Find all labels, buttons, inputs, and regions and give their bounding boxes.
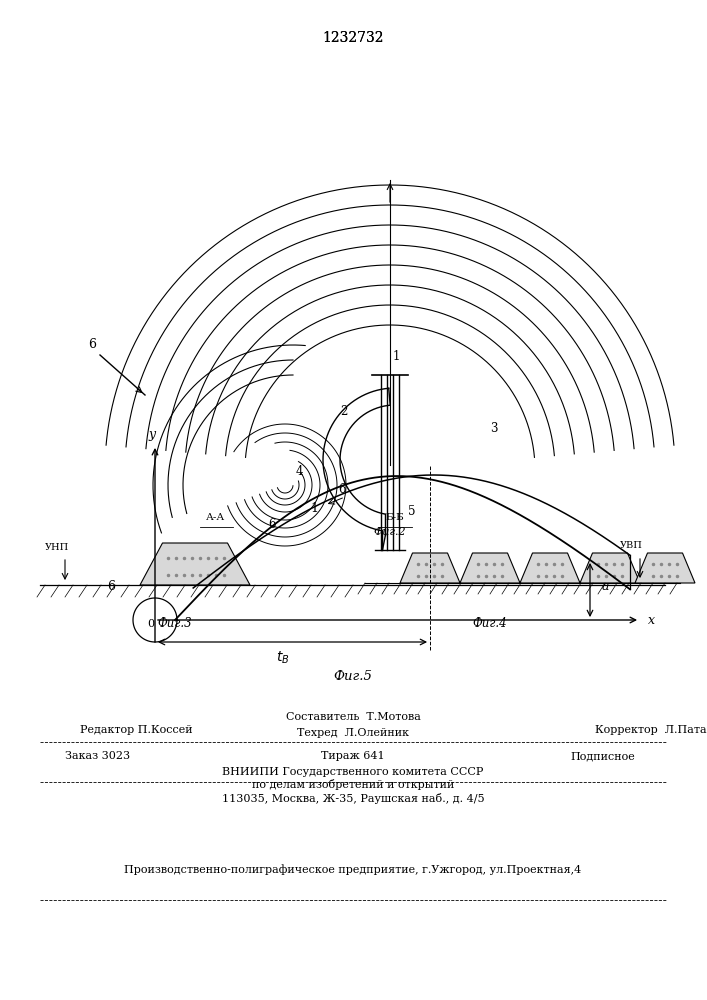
- Text: 0: 0: [147, 619, 154, 629]
- Text: 6: 6: [268, 518, 276, 531]
- Text: Производственно-полиграфическое предприятие, г.Ужгород, ул.Проектная,4: Производственно-полиграфическое предприя…: [124, 865, 582, 875]
- Text: Б-Б: Б-Б: [385, 513, 404, 522]
- Text: 1: 1: [393, 350, 400, 363]
- Text: 4: 4: [296, 465, 303, 478]
- Text: УНП: УНП: [45, 543, 69, 552]
- Text: 1: 1: [310, 502, 318, 515]
- Text: x: x: [648, 614, 655, 627]
- Text: a: a: [602, 580, 609, 593]
- Text: Составитель  Т.Мотова: Составитель Т.Мотова: [286, 712, 421, 722]
- Polygon shape: [520, 553, 580, 583]
- Text: Тираж 641: Тираж 641: [321, 751, 385, 761]
- Polygon shape: [635, 553, 695, 583]
- Text: Редактор П.Коссей: Редактор П.Коссей: [80, 725, 192, 735]
- Text: ВНИИПИ Государственного комитета СССР: ВНИИПИ Государственного комитета СССР: [222, 767, 484, 777]
- Text: по делам изобретений и открытий: по делам изобретений и открытий: [252, 780, 454, 790]
- Text: УВП: УВП: [620, 541, 643, 550]
- Text: 6: 6: [338, 483, 346, 496]
- Text: $t_B$: $t_B$: [276, 650, 289, 666]
- Text: 6: 6: [107, 580, 115, 593]
- Text: 1232732: 1232732: [322, 31, 384, 45]
- Polygon shape: [400, 553, 460, 583]
- Polygon shape: [580, 553, 640, 583]
- Text: 3: 3: [490, 422, 498, 435]
- Text: Подписное: Подписное: [570, 751, 635, 761]
- Text: Фиг.3: Фиг.3: [158, 617, 192, 630]
- Text: Заказ 3023: Заказ 3023: [65, 751, 130, 761]
- Text: Фиг.2: Фиг.2: [374, 527, 407, 537]
- Text: 2: 2: [340, 405, 347, 418]
- Polygon shape: [460, 553, 520, 583]
- Text: y: y: [148, 428, 155, 441]
- Text: Техред  Л.Олейник: Техред Л.Олейник: [297, 728, 409, 738]
- Text: Фиг.4: Фиг.4: [473, 617, 508, 630]
- Text: А-А: А-А: [205, 513, 225, 522]
- Text: 1232732: 1232732: [322, 31, 384, 45]
- Text: 6: 6: [88, 338, 96, 351]
- Text: 5: 5: [408, 505, 416, 518]
- Text: Фиг.5: Фиг.5: [334, 670, 373, 683]
- Text: Корректор  Л.Патай: Корректор Л.Патай: [595, 725, 707, 735]
- Text: 113035, Москва, Ж-35, Раушская наб., д. 4/5: 113035, Москва, Ж-35, Раушская наб., д. …: [222, 792, 484, 804]
- Polygon shape: [140, 543, 250, 585]
